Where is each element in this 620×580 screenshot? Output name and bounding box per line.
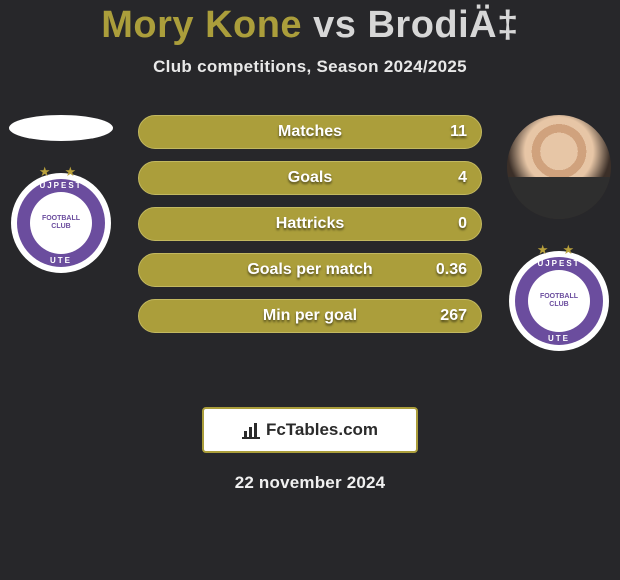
stat-row-goals: Goals 4	[138, 161, 482, 195]
brand-text: FcTables.com	[266, 420, 378, 440]
stat-value: 0.36	[436, 261, 467, 279]
bar-chart-icon	[242, 421, 260, 439]
stat-value: 4	[458, 169, 467, 187]
stat-row-matches: Matches 11	[138, 115, 482, 149]
star-icon: ★★	[11, 164, 111, 180]
stat-label: Goals	[288, 169, 332, 187]
stat-value: 11	[450, 123, 467, 141]
page-title: Mory Kone vs BrodiÄ‡	[0, 4, 620, 47]
date-label: 22 november 2024	[0, 473, 620, 493]
subtitle: Club competitions, Season 2024/2025	[0, 57, 620, 77]
player1-column: ★★ UJPEST FOOTBALL CLUB UTE	[6, 115, 116, 273]
stat-label: Matches	[278, 123, 342, 141]
content-area: ★★ UJPEST FOOTBALL CLUB UTE ★★ UJPEST FO…	[0, 115, 620, 385]
club-name-bottom: UTE	[11, 256, 111, 265]
player2-column: ★★ UJPEST FOOTBALL CLUB UTE	[504, 115, 614, 351]
stat-label: Goals per match	[247, 261, 372, 279]
club-badge-inner: FOOTBALL CLUB	[30, 192, 92, 254]
club-badge-ring: FOOTBALL CLUB	[515, 257, 603, 345]
stat-label: Min per goal	[263, 307, 357, 325]
player1-avatar-placeholder	[9, 115, 113, 141]
player2-club-badge: ★★ UJPEST FOOTBALL CLUB UTE	[509, 251, 609, 351]
stat-row-min-per-goal: Min per goal 267	[138, 299, 482, 333]
title-player1: Mory Kone	[101, 4, 302, 46]
club-name-top: UJPEST	[509, 259, 609, 268]
club-badge-ring: FOOTBALL CLUB	[17, 179, 105, 267]
club-name-top: UJPEST	[11, 181, 111, 190]
brand-badge: FcTables.com	[202, 407, 418, 453]
star-icon: ★★	[509, 242, 609, 258]
title-vs: vs	[302, 4, 367, 46]
title-player2: BrodiÄ‡	[367, 4, 518, 46]
stat-label: Hattricks	[276, 215, 344, 233]
stat-value: 0	[458, 215, 467, 233]
club-name-bottom: UTE	[509, 334, 609, 343]
player2-avatar	[507, 115, 611, 219]
stat-bars: Matches 11 Goals 4 Hattricks 0 Goals per…	[138, 115, 482, 333]
stat-value: 267	[440, 307, 467, 325]
stat-row-goals-per-match: Goals per match 0.36	[138, 253, 482, 287]
player1-club-badge: ★★ UJPEST FOOTBALL CLUB UTE	[11, 173, 111, 273]
comparison-card: Mory Kone vs BrodiÄ‡ Club competitions, …	[0, 0, 620, 580]
club-badge-inner: FOOTBALL CLUB	[528, 270, 590, 332]
stat-row-hattricks: Hattricks 0	[138, 207, 482, 241]
